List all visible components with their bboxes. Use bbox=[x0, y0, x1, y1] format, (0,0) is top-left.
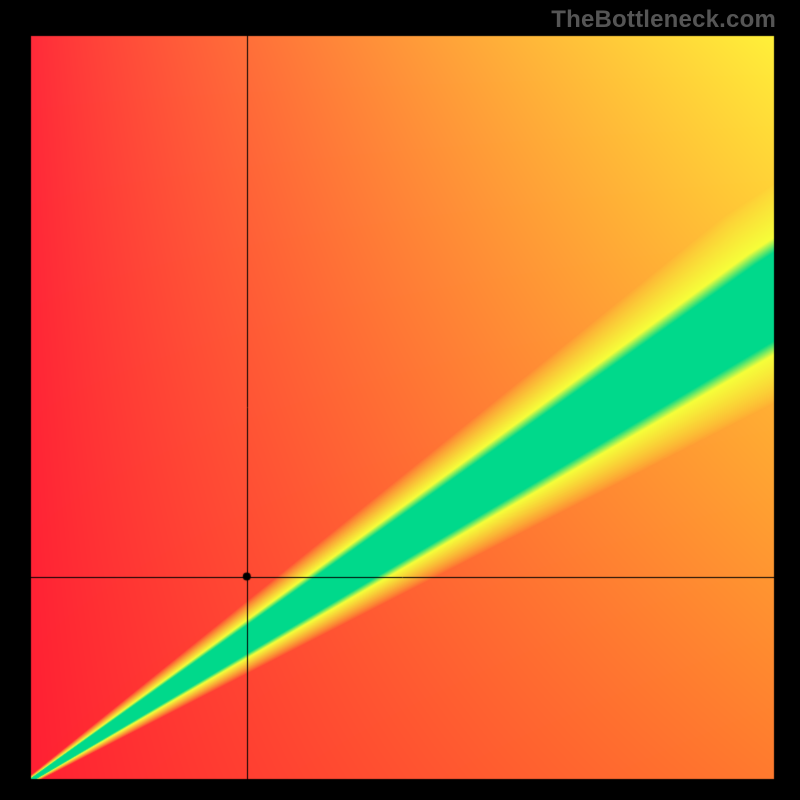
bottleneck-heatmap bbox=[30, 35, 775, 780]
watermark-label: TheBottleneck.com bbox=[551, 6, 776, 34]
chart-container: TheBottleneck.com bbox=[0, 0, 800, 800]
